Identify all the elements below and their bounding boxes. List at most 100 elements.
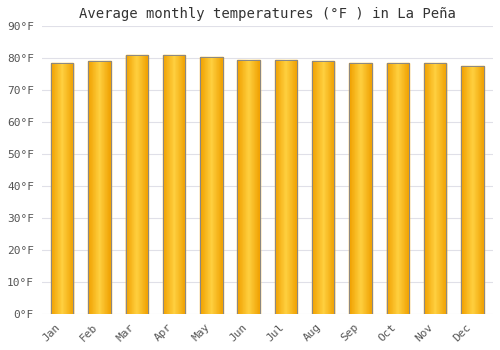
- Bar: [172, 55, 174, 314]
- Bar: [363, 63, 364, 314]
- Bar: [89, 62, 90, 314]
- Bar: [320, 62, 321, 314]
- Bar: [284, 60, 285, 314]
- Bar: [62, 63, 63, 314]
- Bar: [294, 60, 295, 314]
- Bar: [388, 63, 389, 314]
- Bar: [238, 60, 239, 314]
- Bar: [246, 60, 247, 314]
- Bar: [462, 66, 463, 314]
- Bar: [350, 63, 351, 314]
- Bar: [56, 63, 57, 314]
- Bar: [145, 55, 146, 314]
- Bar: [171, 55, 172, 314]
- Bar: [470, 66, 471, 314]
- Bar: [175, 55, 176, 314]
- Bar: [109, 62, 110, 314]
- Bar: [242, 60, 244, 314]
- Bar: [131, 55, 132, 314]
- Bar: [398, 63, 400, 314]
- Bar: [65, 63, 66, 314]
- Bar: [68, 63, 69, 314]
- Bar: [247, 60, 248, 314]
- Bar: [483, 66, 484, 314]
- Bar: [333, 62, 334, 314]
- Bar: [296, 60, 297, 314]
- Bar: [136, 55, 138, 314]
- Bar: [394, 63, 395, 314]
- Bar: [102, 62, 103, 314]
- Bar: [94, 62, 95, 314]
- Bar: [200, 57, 201, 314]
- Bar: [126, 55, 148, 314]
- Bar: [210, 57, 212, 314]
- Bar: [163, 55, 185, 314]
- Bar: [386, 63, 409, 314]
- Bar: [425, 63, 426, 314]
- Bar: [318, 62, 319, 314]
- Bar: [462, 66, 483, 314]
- Bar: [275, 60, 297, 314]
- Bar: [126, 55, 127, 314]
- Bar: [239, 60, 240, 314]
- Bar: [276, 60, 277, 314]
- Bar: [206, 57, 207, 314]
- Bar: [463, 66, 464, 314]
- Bar: [395, 63, 396, 314]
- Bar: [53, 63, 54, 314]
- Bar: [238, 60, 260, 314]
- Bar: [96, 62, 97, 314]
- Bar: [90, 62, 91, 314]
- Bar: [322, 62, 324, 314]
- Bar: [428, 63, 430, 314]
- Bar: [356, 63, 357, 314]
- Bar: [407, 63, 408, 314]
- Bar: [365, 63, 366, 314]
- Bar: [369, 63, 370, 314]
- Bar: [91, 62, 92, 314]
- Bar: [362, 63, 363, 314]
- Bar: [133, 55, 134, 314]
- Bar: [482, 66, 483, 314]
- Bar: [51, 63, 52, 314]
- Title: Average monthly temperatures (°F ) in La Peña: Average monthly temperatures (°F ) in La…: [79, 7, 456, 21]
- Bar: [350, 63, 372, 314]
- Bar: [163, 55, 164, 314]
- Bar: [142, 55, 144, 314]
- Bar: [241, 60, 242, 314]
- Bar: [357, 63, 358, 314]
- Bar: [406, 63, 407, 314]
- Bar: [106, 62, 107, 314]
- Bar: [248, 60, 250, 314]
- Bar: [146, 55, 147, 314]
- Bar: [370, 63, 371, 314]
- Bar: [316, 62, 318, 314]
- Bar: [251, 60, 252, 314]
- Bar: [314, 62, 315, 314]
- Bar: [359, 63, 360, 314]
- Bar: [127, 55, 128, 314]
- Bar: [97, 62, 98, 314]
- Bar: [140, 55, 141, 314]
- Bar: [408, 63, 409, 314]
- Bar: [278, 60, 280, 314]
- Bar: [71, 63, 72, 314]
- Bar: [434, 63, 435, 314]
- Bar: [144, 55, 145, 314]
- Bar: [132, 55, 133, 314]
- Bar: [69, 63, 70, 314]
- Bar: [98, 62, 100, 314]
- Bar: [215, 57, 216, 314]
- Bar: [386, 63, 409, 314]
- Bar: [178, 55, 180, 314]
- Bar: [464, 66, 465, 314]
- Bar: [435, 63, 436, 314]
- Bar: [95, 62, 96, 314]
- Bar: [200, 57, 222, 314]
- Bar: [371, 63, 372, 314]
- Bar: [426, 63, 427, 314]
- Bar: [368, 63, 369, 314]
- Bar: [321, 62, 322, 314]
- Bar: [442, 63, 444, 314]
- Bar: [392, 63, 394, 314]
